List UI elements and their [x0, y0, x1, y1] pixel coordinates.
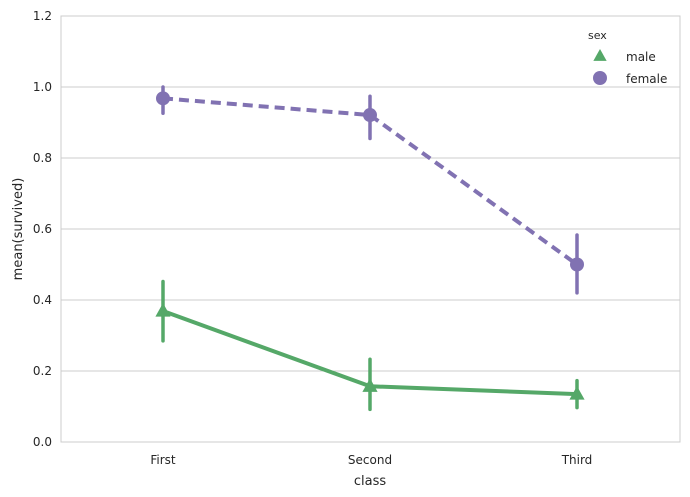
y-tick-label: 1.0 — [33, 80, 52, 94]
x-tick-labels: First Second Third — [150, 453, 592, 467]
data-point — [156, 91, 170, 106]
y-tick-label: 0.6 — [33, 222, 52, 236]
data-point — [155, 303, 171, 317]
legend-title: sex — [588, 29, 607, 42]
series-line-female — [162, 96, 579, 267]
data-point — [363, 108, 377, 123]
legend-label: female — [626, 72, 667, 86]
x-tick-label: Second — [348, 453, 392, 467]
legend: sex male female — [588, 29, 667, 86]
y-tick-label: 0.2 — [33, 364, 52, 378]
y-tick-label: 1.2 — [33, 9, 52, 23]
series-layer — [155, 85, 585, 412]
data-point — [570, 257, 584, 272]
y-axis-label: mean(survived) — [11, 178, 26, 281]
y-tick-label: 0.8 — [33, 151, 52, 165]
legend-marker — [593, 71, 607, 85]
legend-label: male — [626, 50, 656, 64]
y-tick-labels: 0.0 0.2 0.4 0.6 0.8 1.0 1.2 — [33, 9, 52, 449]
series-male — [155, 279, 585, 412]
series-female — [156, 85, 584, 295]
x-axis-label: class — [354, 474, 386, 489]
x-tick-label: Third — [561, 453, 593, 467]
y-tick-label: 0.4 — [33, 293, 52, 307]
data-point — [569, 386, 585, 400]
legend-marker — [593, 49, 607, 61]
y-tick-label: 0.0 — [33, 435, 52, 449]
data-point — [362, 378, 378, 392]
x-tick-label: First — [150, 453, 176, 467]
legend-item-male: male — [593, 49, 656, 64]
legend-item-female: female — [593, 71, 667, 86]
